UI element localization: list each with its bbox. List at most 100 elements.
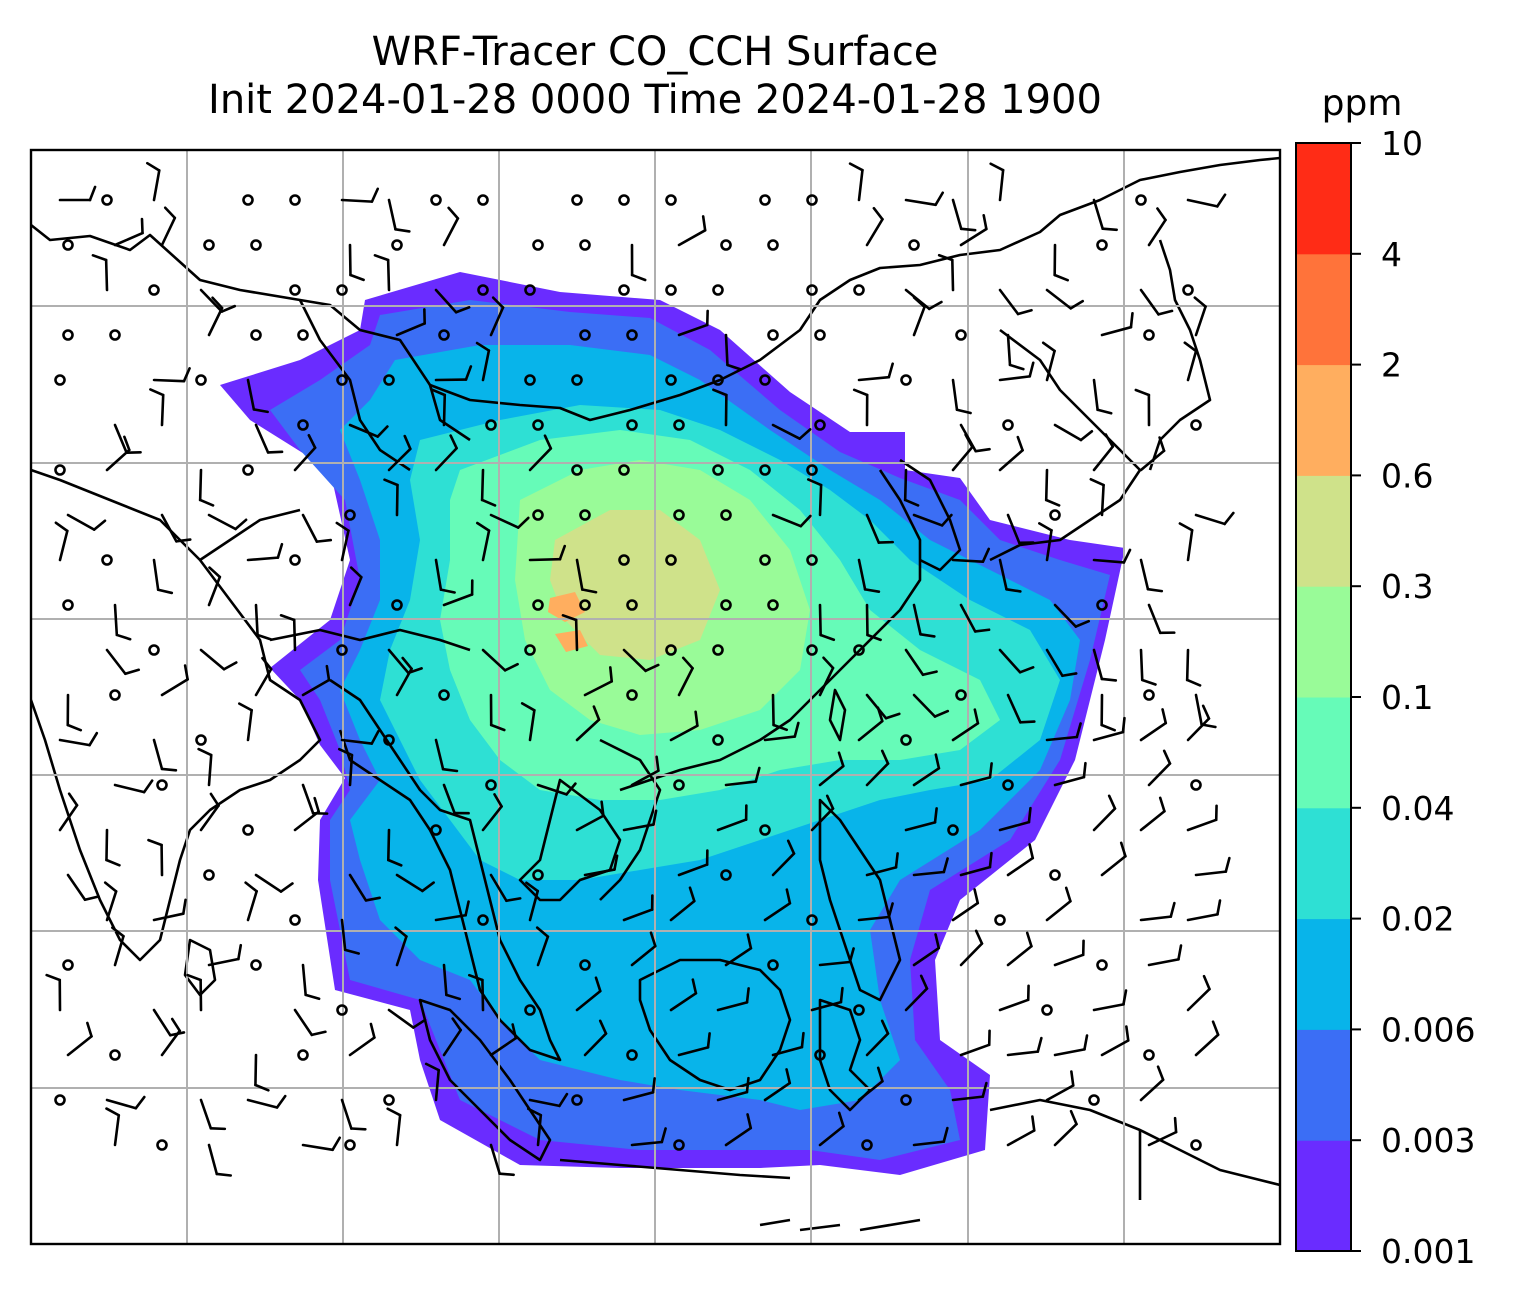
calm-wind-circle [759, 554, 771, 566]
wind-barb [489, 873, 522, 903]
wind-barb [1092, 794, 1117, 832]
calm-wind-circle [673, 779, 685, 791]
wind-barb [45, 973, 62, 1012]
wind-barb [1186, 193, 1227, 208]
calm-wind-circle [947, 824, 959, 836]
calm-wind-circle [438, 689, 450, 701]
wind-barb [1045, 1070, 1075, 1102]
wind-barb [152, 558, 174, 595]
calm-wind-circle [579, 509, 591, 521]
colorbar-tick-label-10: 10 [1381, 124, 1423, 163]
calm-wind-circle [1143, 689, 1155, 701]
wind-barb [1100, 311, 1134, 337]
calm-wind-circle [109, 329, 121, 341]
calm-wind-circle [759, 464, 771, 476]
calm-wind-circle [156, 779, 168, 791]
wind-barb [152, 367, 191, 383]
calm-wind-circle [1088, 1094, 1100, 1106]
wind-barb [1044, 468, 1061, 507]
wind-barb [1092, 716, 1126, 742]
colorbar-band-8 [1296, 253, 1351, 366]
wind-barb [91, 254, 109, 292]
wind-barb [66, 513, 107, 531]
calm-wind-circle [532, 869, 544, 881]
wind-barb [66, 873, 100, 902]
field-band-0-6 [548, 592, 585, 622]
wind-barb [442, 963, 462, 1001]
calm-wind-circle [571, 1094, 583, 1106]
wind-barb [951, 708, 980, 742]
calm-wind-circle [336, 644, 348, 656]
coastline-sri-lanka [183, 938, 217, 997]
wind-barb [58, 185, 97, 202]
calm-wind-circle [806, 554, 818, 566]
map-panel [31, 150, 1280, 1244]
wind-barb [1147, 207, 1167, 247]
calm-wind-circle [618, 464, 630, 476]
wind-barb [301, 664, 331, 697]
wind-barb [1194, 1020, 1220, 1057]
calm-wind-circle [900, 374, 912, 386]
calm-wind-circle [383, 734, 395, 746]
wind-barb [1186, 974, 1211, 1012]
wind-barb [434, 558, 456, 594]
calm-wind-circle [383, 1094, 395, 1106]
wind-barb [865, 852, 899, 877]
wind-barb [58, 792, 79, 832]
calm-wind-circle [1049, 509, 1061, 521]
wind-barb [434, 900, 470, 922]
wind-barb [340, 187, 380, 203]
calm-wind-circle [391, 239, 403, 251]
wind-barb [1006, 931, 1033, 967]
wind-barb [1139, 708, 1168, 742]
wind-barb [575, 800, 605, 832]
wind-barb [348, 873, 381, 902]
wind-barb [434, 434, 458, 472]
wind-barb [959, 929, 984, 967]
calm-wind-circle [289, 914, 301, 926]
wind-barb [113, 779, 154, 794]
colorbar-tick-label-2: 0.006 [1381, 1010, 1475, 1049]
calm-wind-circle [430, 194, 442, 206]
wind-barb [1045, 722, 1082, 742]
calm-wind-circle [626, 599, 638, 611]
calm-wind-circle [712, 374, 724, 386]
wind-barb [152, 738, 178, 772]
wind-barb [146, 161, 161, 202]
wind-barb [1194, 511, 1235, 526]
calm-wind-circle [665, 374, 677, 386]
wind-barb [198, 468, 215, 507]
calm-wind-circle [1190, 779, 1202, 791]
wind-barb [818, 751, 845, 787]
wind-barb [1186, 704, 1211, 742]
wind-barb [865, 1019, 890, 1057]
wind-barb [442, 206, 460, 247]
calm-wind-circle [720, 509, 732, 521]
coastline-sumatra [418, 998, 552, 1162]
colorbar-band-0 [1296, 1140, 1351, 1252]
calm-wind-circle [720, 869, 732, 881]
calm-wind-circle [665, 284, 677, 296]
wind-barb [475, 521, 491, 562]
wind-barb [865, 749, 890, 787]
wind-barb [105, 828, 121, 867]
wind-barb [207, 943, 243, 967]
wind-barb [207, 566, 222, 607]
colorbar-bands [1296, 143, 1351, 1252]
wind-barb [903, 468, 920, 507]
wind-barb [763, 1068, 792, 1102]
calm-wind-circle [297, 1049, 309, 1061]
wind-barb [857, 706, 884, 742]
wind-barb [865, 693, 901, 720]
border-south-asia [199, 508, 471, 652]
calm-wind-circle [242, 824, 254, 836]
wind-barb [207, 513, 248, 531]
wind-barb [340, 1098, 367, 1131]
calm-wind-circle [579, 599, 591, 611]
wind-barb [1092, 989, 1128, 1012]
wind-barb [959, 851, 993, 877]
gridlines [31, 150, 1280, 1244]
wind-barb [1053, 939, 1085, 967]
calm-wind-circle [391, 599, 403, 611]
colorbar-tick-label-9: 4 [1381, 235, 1402, 274]
